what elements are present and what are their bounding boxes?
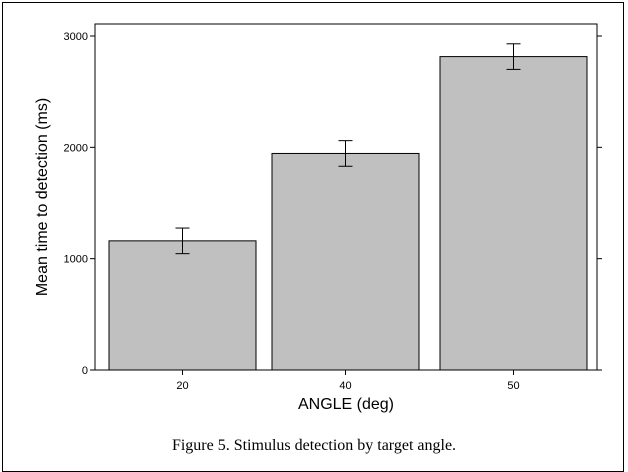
- bar-chart: 0 1000 2000 3000 20 40 50 ANGLE (deg) Mean ti…: [34, 23, 602, 413]
- y-tick-label-3000: 3000: [64, 31, 88, 43]
- y-tick-label-1000: 1000: [64, 254, 88, 266]
- error-bars-layer: [175, 43, 521, 255]
- x-axis-title: ANGLE (deg): [298, 396, 394, 413]
- y-tick-label-0: 0: [82, 365, 88, 377]
- bar-50: [439, 56, 588, 371]
- bar-20: [108, 240, 257, 371]
- x-tick-label-50: 50: [507, 380, 519, 392]
- x-tick-label-20: 20: [176, 380, 188, 392]
- y-axis: 0 1000 2000 3000: [64, 31, 602, 377]
- figure-caption: Figure 5. Stimulus detection by target a…: [171, 437, 457, 454]
- x-axis: 20 40 50: [176, 370, 520, 392]
- y-axis-title: Mean time to detection (ms): [34, 98, 51, 296]
- y-tick-label-2000: 2000: [64, 142, 88, 154]
- bar-40: [271, 152, 420, 371]
- x-tick-label-40: 40: [339, 380, 351, 392]
